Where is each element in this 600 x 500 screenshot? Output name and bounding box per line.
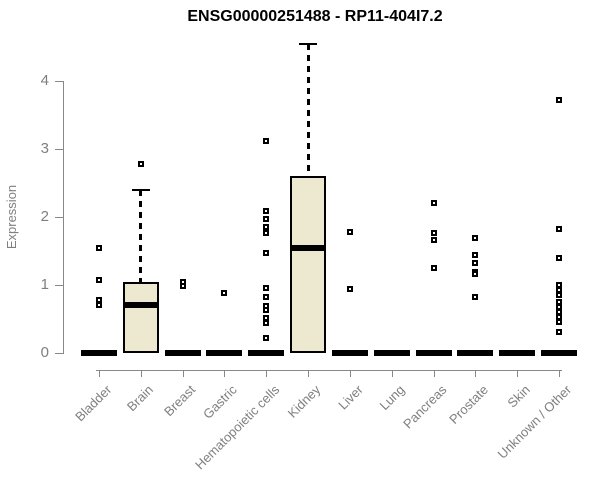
y-tick-label: 0 [40, 344, 49, 361]
outlier-point [263, 250, 270, 257]
outlier-point [263, 224, 270, 231]
y-axis-tick [55, 353, 63, 354]
outlier-point [263, 137, 270, 144]
box [290, 176, 327, 353]
y-tick-label: 4 [40, 72, 49, 89]
outlier-point [263, 294, 270, 301]
outlier-point [221, 290, 228, 297]
median-line [290, 245, 327, 252]
x-axis-tick [433, 370, 435, 377]
y-tick-label: 1 [40, 276, 49, 293]
outlier-point [472, 294, 479, 301]
outlier-point [556, 318, 562, 325]
outlier-point [96, 245, 102, 252]
outlier-point [179, 283, 186, 290]
outlier-point [556, 226, 562, 233]
collapsed-box-bar [248, 350, 285, 356]
x-axis-tick [559, 370, 560, 377]
x-tick-label: Kidney [284, 382, 324, 421]
outlier-point [430, 237, 437, 244]
y-axis-tick [55, 217, 63, 218]
outlier-point [96, 302, 102, 309]
whisker-cap [131, 188, 150, 191]
x-tick-label: Brain [124, 382, 157, 415]
outlier-point [137, 160, 144, 167]
whisker [306, 43, 310, 177]
outlier-point [263, 284, 270, 291]
whisker [139, 189, 143, 283]
outlier-point [430, 265, 437, 271]
outlier-point [96, 296, 102, 303]
outlier-point [430, 200, 437, 207]
outlier-point [556, 303, 562, 310]
outlier-point [346, 286, 353, 293]
x-tick-label: Breast [161, 382, 199, 420]
collapsed-box-bar [457, 350, 494, 356]
outlier-point [96, 276, 102, 283]
outlier-point [556, 254, 562, 261]
box [122, 282, 159, 353]
outlier-point [556, 286, 562, 293]
x-tick-label: Skin [504, 382, 533, 411]
outlier-point [263, 216, 270, 223]
collapsed-box-bar [164, 350, 201, 356]
x-tick-label: Bladder [72, 382, 115, 425]
outlier-point [263, 320, 270, 327]
outlier-point [556, 97, 562, 104]
x-axis-tick [475, 370, 477, 377]
x-tick-label: Prostate [446, 382, 491, 427]
median-line [122, 302, 159, 309]
x-axis-tick [391, 370, 393, 377]
outlier-point [472, 252, 479, 259]
outlier-point [556, 292, 562, 299]
y-tick-label: 3 [40, 140, 49, 157]
y-axis-tick [55, 81, 63, 82]
x-axis-tick [266, 370, 268, 377]
x-axis [96, 370, 562, 371]
outlier-point [472, 260, 479, 267]
outlier-point [346, 228, 353, 235]
x-axis-tick [182, 370, 184, 377]
x-tick-label: Pancreas [399, 382, 450, 432]
x-axis-tick [308, 370, 310, 377]
outlier-point [472, 235, 479, 242]
collapsed-box-bar [415, 350, 452, 356]
collapsed-box-bar [499, 350, 536, 356]
x-tick-label: Gastric [200, 382, 241, 422]
x-axis-tick [517, 370, 519, 377]
whisker-cap [299, 42, 318, 45]
collapsed-box-bar [81, 350, 117, 356]
x-tick-label: Liver [334, 382, 366, 413]
outlier-point [263, 207, 270, 214]
y-tick-label: 2 [40, 208, 49, 225]
y-axis-tick [55, 285, 63, 286]
x-tick-label: Unknown / Other [495, 382, 575, 462]
collapsed-box-bar [541, 350, 577, 356]
outlier-point [263, 307, 270, 314]
x-axis-tick [99, 370, 100, 377]
x-axis-tick [349, 370, 351, 377]
collapsed-box-bar [331, 350, 368, 356]
x-tick-label: Lung [376, 382, 408, 414]
collapsed-box-bar [373, 350, 410, 356]
outlier-point [472, 271, 479, 278]
outlier-point [263, 335, 270, 342]
outlier-point [430, 229, 437, 236]
x-axis-tick [140, 370, 142, 377]
collapsed-box-bar [206, 350, 243, 356]
y-axis [63, 81, 64, 354]
y-axis-tick [55, 149, 63, 150]
chart-title: ENSG00000251488 - RP11-404I7.2 [187, 8, 443, 25]
outlier-point [556, 328, 562, 335]
outlier-point [263, 230, 270, 237]
x-axis-tick [224, 370, 226, 377]
